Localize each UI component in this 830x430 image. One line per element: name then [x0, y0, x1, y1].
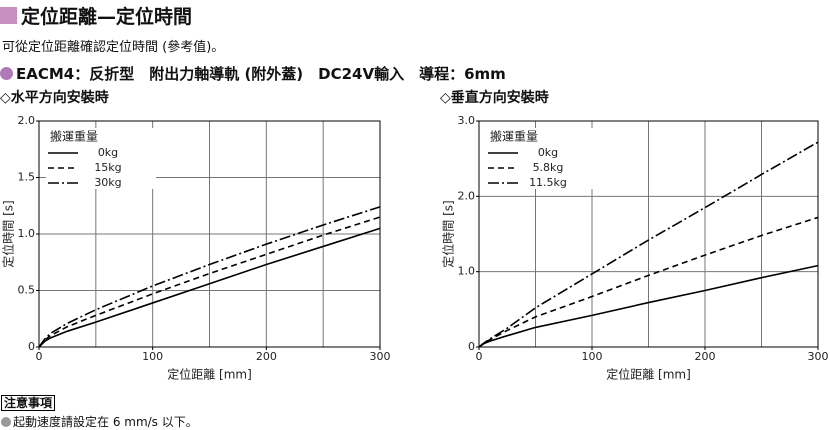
product-text: EACM4：反折型 附出力軸導軌 (附外蓋) DC24V輸入 導程：6mm	[16, 65, 506, 83]
x-tick-label: 300	[808, 350, 829, 363]
page-title: 定位距離—定位時間	[0, 2, 192, 29]
legend-box	[486, 128, 596, 189]
x-tick-label: 100	[582, 350, 603, 363]
series-line	[478, 141, 819, 348]
product-line: EACM4：反折型 附出力軸導軌 (附外蓋) DC24V輸入 導程：6mm	[0, 63, 506, 84]
series-line	[38, 227, 381, 348]
note-text: 起動速度請設定在 6 mm/s 以下。	[13, 415, 198, 429]
y-tick-label: 1.0	[458, 265, 476, 278]
legend-title: 搬運重量	[50, 129, 98, 144]
legend-label: 11.5kg	[529, 176, 567, 189]
y-tick-label: 0	[468, 340, 475, 353]
x-tick-label: 300	[370, 350, 391, 363]
series-line	[38, 216, 381, 348]
description: 可從定位距離確認定位時間 (參考值)。	[2, 40, 225, 55]
y-tick-label: 1.0	[18, 227, 36, 240]
x-tick-label: 0	[476, 350, 483, 363]
title-marker	[0, 7, 17, 24]
x-tick-label: 200	[256, 350, 277, 363]
legend-box	[46, 128, 156, 189]
y-tick-label: 0.5	[18, 284, 36, 297]
legend-label: 0kg	[98, 146, 118, 159]
x-axis-label: 定位距離 [mm]	[167, 367, 252, 382]
series-line	[38, 206, 381, 348]
y-tick-label: 2.0	[458, 189, 476, 202]
title-text: 定位距離—定位時間	[21, 6, 193, 28]
note-marker	[1, 416, 11, 427]
plot-frame	[38, 120, 381, 348]
y-tick-label: 1.5	[18, 171, 36, 184]
plot-frame	[478, 120, 819, 348]
y-axis-label: 定位時間 [s]	[1, 200, 16, 267]
legend-label: 0kg	[538, 146, 558, 159]
legend-label: 5.8kg	[533, 161, 564, 174]
x-tick-label: 0	[36, 350, 43, 363]
x-axis-label: 定位距離 [mm]	[606, 367, 691, 382]
x-tick-label: 100	[142, 350, 163, 363]
notes-title: 注意事項	[1, 395, 56, 411]
x-tick-label: 200	[695, 350, 716, 363]
product-marker	[0, 67, 13, 80]
y-tick-label: 3.0	[458, 114, 476, 127]
y-axis-label: 定位時間 [s]	[441, 200, 456, 267]
y-tick-label: 2.0	[18, 114, 36, 127]
series-line	[478, 264, 819, 348]
note-item: 起動速度請設定在 6 mm/s 以下。	[1, 413, 198, 430]
legend-label: 15kg	[94, 161, 121, 174]
chart-title: ◇垂直方向安裝時	[440, 89, 549, 106]
y-tick-label: 0	[28, 340, 35, 353]
legend-label: 30kg	[94, 176, 121, 189]
legend-title: 搬運重量	[490, 129, 538, 144]
chart-title: ◇水平方向安裝時	[0, 89, 109, 106]
